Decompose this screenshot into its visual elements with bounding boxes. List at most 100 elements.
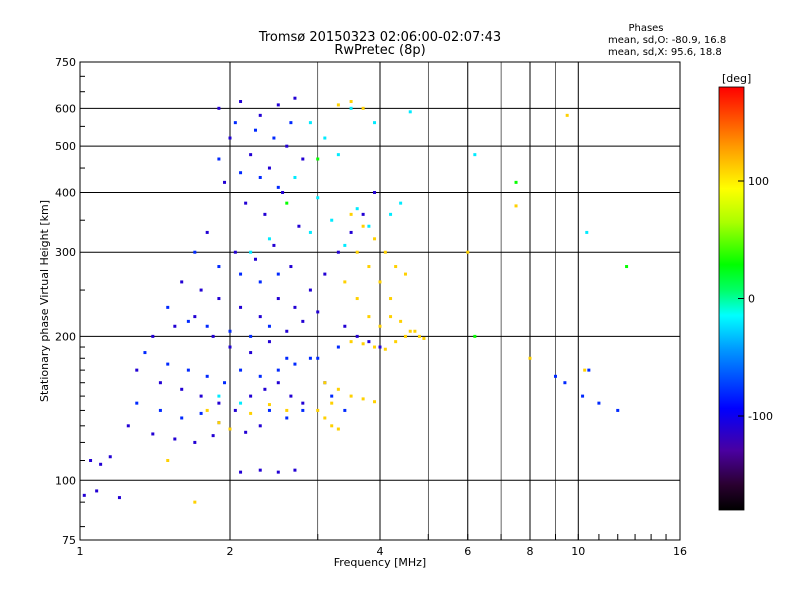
data-point [316,408,320,412]
phases-line-o: mean, sd,O: -80.9, 16.8 [608,35,726,46]
colorbar-tick-label: -100 [748,410,773,423]
data-point [361,224,365,228]
data-point [267,324,271,328]
data-point [394,340,398,344]
data-point [267,408,271,412]
x-tick-label: 16 [673,545,687,558]
data-point [355,250,359,254]
data-point [158,408,162,412]
data-point [367,340,371,344]
data-point [151,432,155,436]
data-point [361,106,365,110]
data-point [258,374,262,378]
data-point [323,136,327,140]
data-point [316,356,320,360]
data-point [228,345,232,349]
data-point [361,342,365,346]
data-point [285,144,289,148]
data-point [308,288,312,292]
data-point [89,458,93,462]
data-point [276,297,280,301]
data-point [267,166,271,170]
data-point [383,347,387,351]
data-point [422,336,426,340]
data-point [336,250,340,254]
data-point [166,362,170,366]
data-point [367,315,371,319]
data-point [336,103,340,107]
colorbar-unit: [deg] [722,72,751,85]
data-point [258,113,262,117]
data-point [373,237,377,241]
data-point [272,243,276,247]
data-point [186,319,190,323]
data-point [585,230,589,234]
data-point [361,212,365,216]
data-point [316,196,320,200]
data-point [399,201,403,205]
data-point [349,394,353,398]
data-point [373,190,377,194]
data-point [625,265,629,269]
y-tick-label: 600 [55,102,76,115]
data-point [82,493,86,497]
data-point [389,315,393,319]
data-point [249,351,253,355]
data-point [267,237,271,241]
data-point [258,424,262,428]
data-point [244,430,248,434]
data-point [293,362,297,366]
phases-line-x: mean, sd,X: 95.6, 18.8 [608,47,722,58]
data-point [528,356,532,360]
data-point [336,153,340,157]
data-point [249,153,253,157]
data-point [285,416,289,420]
data-point [403,272,407,276]
data-point [373,400,377,404]
y-tick-label: 75 [62,534,76,547]
data-point [249,394,253,398]
plot-grid [80,62,680,540]
data-point [417,334,421,338]
colorbar-tick-label: 100 [748,175,769,188]
y-axis-label: Stationary phase Virtual Height [km] [38,200,51,402]
data-point [228,427,232,431]
data-point [308,121,312,125]
data-point [413,329,417,333]
data-point [581,394,585,398]
data-point [343,324,347,328]
data-point [193,500,197,504]
data-point [466,250,470,254]
y-tick-label: 100 [55,474,76,487]
chart-subtitle: RwPretec (8p) [334,43,425,58]
data-point [217,297,221,301]
data-point [233,408,237,412]
data-point [267,340,271,344]
data-point [330,394,334,398]
data-point [180,387,184,391]
data-point [297,224,301,228]
data-point [285,329,289,333]
x-tick-label: 1 [77,545,84,558]
data-point [330,218,334,222]
data-point [323,272,327,276]
data-point [143,351,147,355]
data-point [367,265,371,269]
data-point [378,345,382,349]
data-point [228,329,232,333]
data-point [253,128,257,132]
data-point [473,334,477,338]
data-point [211,434,215,438]
data-point [276,470,280,474]
data-point [293,468,297,472]
data-point [276,185,280,189]
data-point [616,408,620,412]
data-point [285,201,289,205]
data-point [239,272,243,276]
data-point [583,368,587,372]
data-point [289,394,293,398]
data-point [117,496,121,500]
data-point [267,403,271,407]
y-tick-label: 500 [55,140,76,153]
data-point [565,113,569,117]
